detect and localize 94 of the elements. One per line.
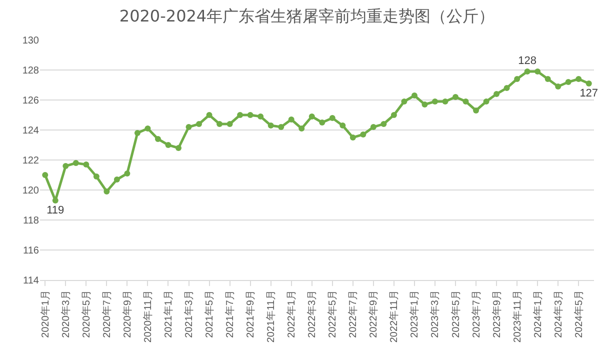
point (370, 124, 376, 130)
x-tick-label: 2020年11月 (142, 290, 154, 343)
y-tick-label: 120 (22, 186, 40, 196)
data-label: 119 (46, 204, 64, 216)
point (422, 102, 428, 108)
x-tick-label: 2020年5月 (80, 290, 92, 338)
x-tick-label: 2024年3月 (552, 290, 564, 338)
point (586, 80, 592, 86)
point (144, 126, 151, 132)
point (544, 76, 551, 82)
point (504, 85, 510, 91)
x-tick-label: 2023年7月 (470, 290, 482, 338)
x-tick-label: 2023年3月 (429, 290, 442, 338)
point (329, 115, 336, 121)
point (165, 142, 172, 148)
point (104, 188, 110, 194)
point (72, 160, 79, 166)
point (555, 84, 562, 90)
x-tick-label: 2022年3月 (306, 290, 318, 338)
y-tick-label: 128 (22, 66, 40, 76)
point (340, 122, 346, 128)
x-tick-label: 2021年1月 (162, 290, 174, 338)
y-tick-label: 116 (23, 246, 40, 256)
point (534, 68, 541, 74)
data-label: 128 (518, 55, 536, 67)
point (401, 98, 408, 104)
x-tick-label: 2023年1月 (408, 290, 421, 338)
point (442, 98, 448, 104)
point (216, 121, 223, 127)
point (42, 172, 48, 178)
point (514, 76, 520, 82)
point (186, 124, 192, 130)
point (237, 112, 244, 118)
point (494, 91, 500, 97)
x-tick-label: 2022年11月 (388, 290, 400, 343)
point (226, 121, 233, 127)
point (258, 114, 264, 120)
point (524, 68, 530, 74)
x-tick-label: 2020年7月 (100, 290, 113, 338)
x-tick-label: 2022年7月 (347, 290, 360, 338)
point (565, 79, 572, 85)
point (196, 121, 202, 127)
x-tick-label: 2024年1月 (532, 290, 544, 338)
point (268, 122, 274, 128)
x-tick-label: 2022年1月 (286, 290, 298, 338)
y-tick-label: 130 (22, 36, 40, 46)
x-tick-label: 2020年3月 (60, 290, 72, 338)
point (154, 136, 161, 142)
point (298, 126, 305, 132)
data-label: 127 (580, 88, 598, 100)
point (432, 98, 438, 104)
x-tick-label: 2020年1月 (39, 290, 52, 338)
point (576, 76, 582, 82)
point (390, 112, 397, 118)
y-tick-label: 122 (22, 156, 40, 166)
point (52, 198, 58, 204)
point (452, 94, 458, 100)
point (462, 98, 469, 104)
x-tick-label: 2021年11月 (265, 290, 278, 343)
x-tick-label: 2021年3月 (183, 290, 196, 338)
point (350, 134, 356, 140)
x-tick-label: 2020年9月 (121, 290, 134, 338)
x-tick-label: 2022年9月 (368, 290, 380, 338)
point (278, 124, 284, 130)
chart-title: 2020-2024年广东省生猪屠宰前均重走势图（公斤） (119, 6, 495, 26)
x-tick-label: 2021年9月 (244, 290, 257, 338)
x-tick-label: 2023年5月 (450, 290, 462, 338)
y-tick-label: 114 (23, 276, 40, 286)
point (308, 114, 315, 120)
point (124, 170, 130, 176)
y-tick-label: 118 (23, 216, 40, 226)
y-tick-label: 126 (22, 96, 40, 106)
point (483, 98, 490, 104)
x-tick-label: 2024年5月 (572, 290, 585, 338)
x-tick-label: 2023年11月 (511, 290, 524, 343)
x-tick-label: 2021年5月 (204, 290, 216, 338)
point (83, 162, 90, 168)
point (62, 163, 69, 169)
x-tick-label: 2023年9月 (490, 290, 503, 338)
y-tick-label: 124 (22, 126, 40, 136)
x-tick-label: 2022年5月 (326, 290, 339, 338)
point (176, 145, 182, 151)
point (473, 108, 480, 114)
point (319, 120, 326, 126)
point (360, 132, 366, 138)
point (380, 121, 387, 127)
x-tick-label: 2021年7月 (224, 290, 236, 338)
point (93, 174, 100, 180)
point (247, 112, 254, 118)
point (206, 112, 212, 118)
point (134, 130, 140, 136)
point (288, 116, 294, 122)
point (411, 92, 418, 98)
point (114, 176, 120, 182)
